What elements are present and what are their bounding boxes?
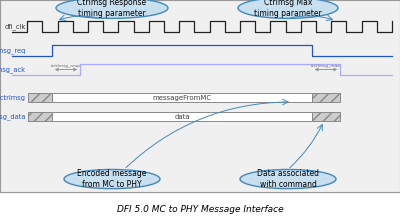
Text: dfi_ctrlmsg: dfi_ctrlmsg (0, 94, 26, 101)
Text: dfi_clk: dfi_clk (5, 23, 26, 30)
Text: Ctrlmsg Max
timing parameter: Ctrlmsg Max timing parameter (254, 0, 322, 18)
Text: Data associated
with command: Data associated with command (257, 169, 319, 189)
Bar (52, 112, 312, 121)
Bar (52, 93, 312, 102)
Ellipse shape (64, 169, 160, 189)
Text: dfi_ctrlmsg_ack: dfi_ctrlmsg_ack (0, 66, 26, 73)
Bar (312, 93, 340, 102)
Bar (312, 112, 340, 121)
Ellipse shape (238, 0, 338, 18)
Ellipse shape (56, 0, 168, 18)
Bar (28, 112, 52, 121)
Text: dfi_ctrlmsg_data: dfi_ctrlmsg_data (0, 113, 26, 120)
Text: DFI 5.0 MC to PHY Message Interface: DFI 5.0 MC to PHY Message Interface (117, 205, 283, 214)
Text: tctrlmsg_resp: tctrlmsg_resp (51, 64, 81, 68)
Text: Ctrlmsg Response
timing parameter: Ctrlmsg Response timing parameter (78, 0, 146, 18)
Text: tctrlmsg_max: tctrlmsg_max (311, 64, 341, 68)
Text: Encoded message
from MC to PHY: Encoded message from MC to PHY (77, 169, 147, 189)
Bar (28, 93, 52, 102)
Ellipse shape (240, 169, 336, 189)
Text: dfi_ctrlmsg_req: dfi_ctrlmsg_req (0, 47, 26, 54)
Text: data: data (174, 114, 190, 120)
Text: messageFromMC: messageFromMC (152, 95, 212, 100)
